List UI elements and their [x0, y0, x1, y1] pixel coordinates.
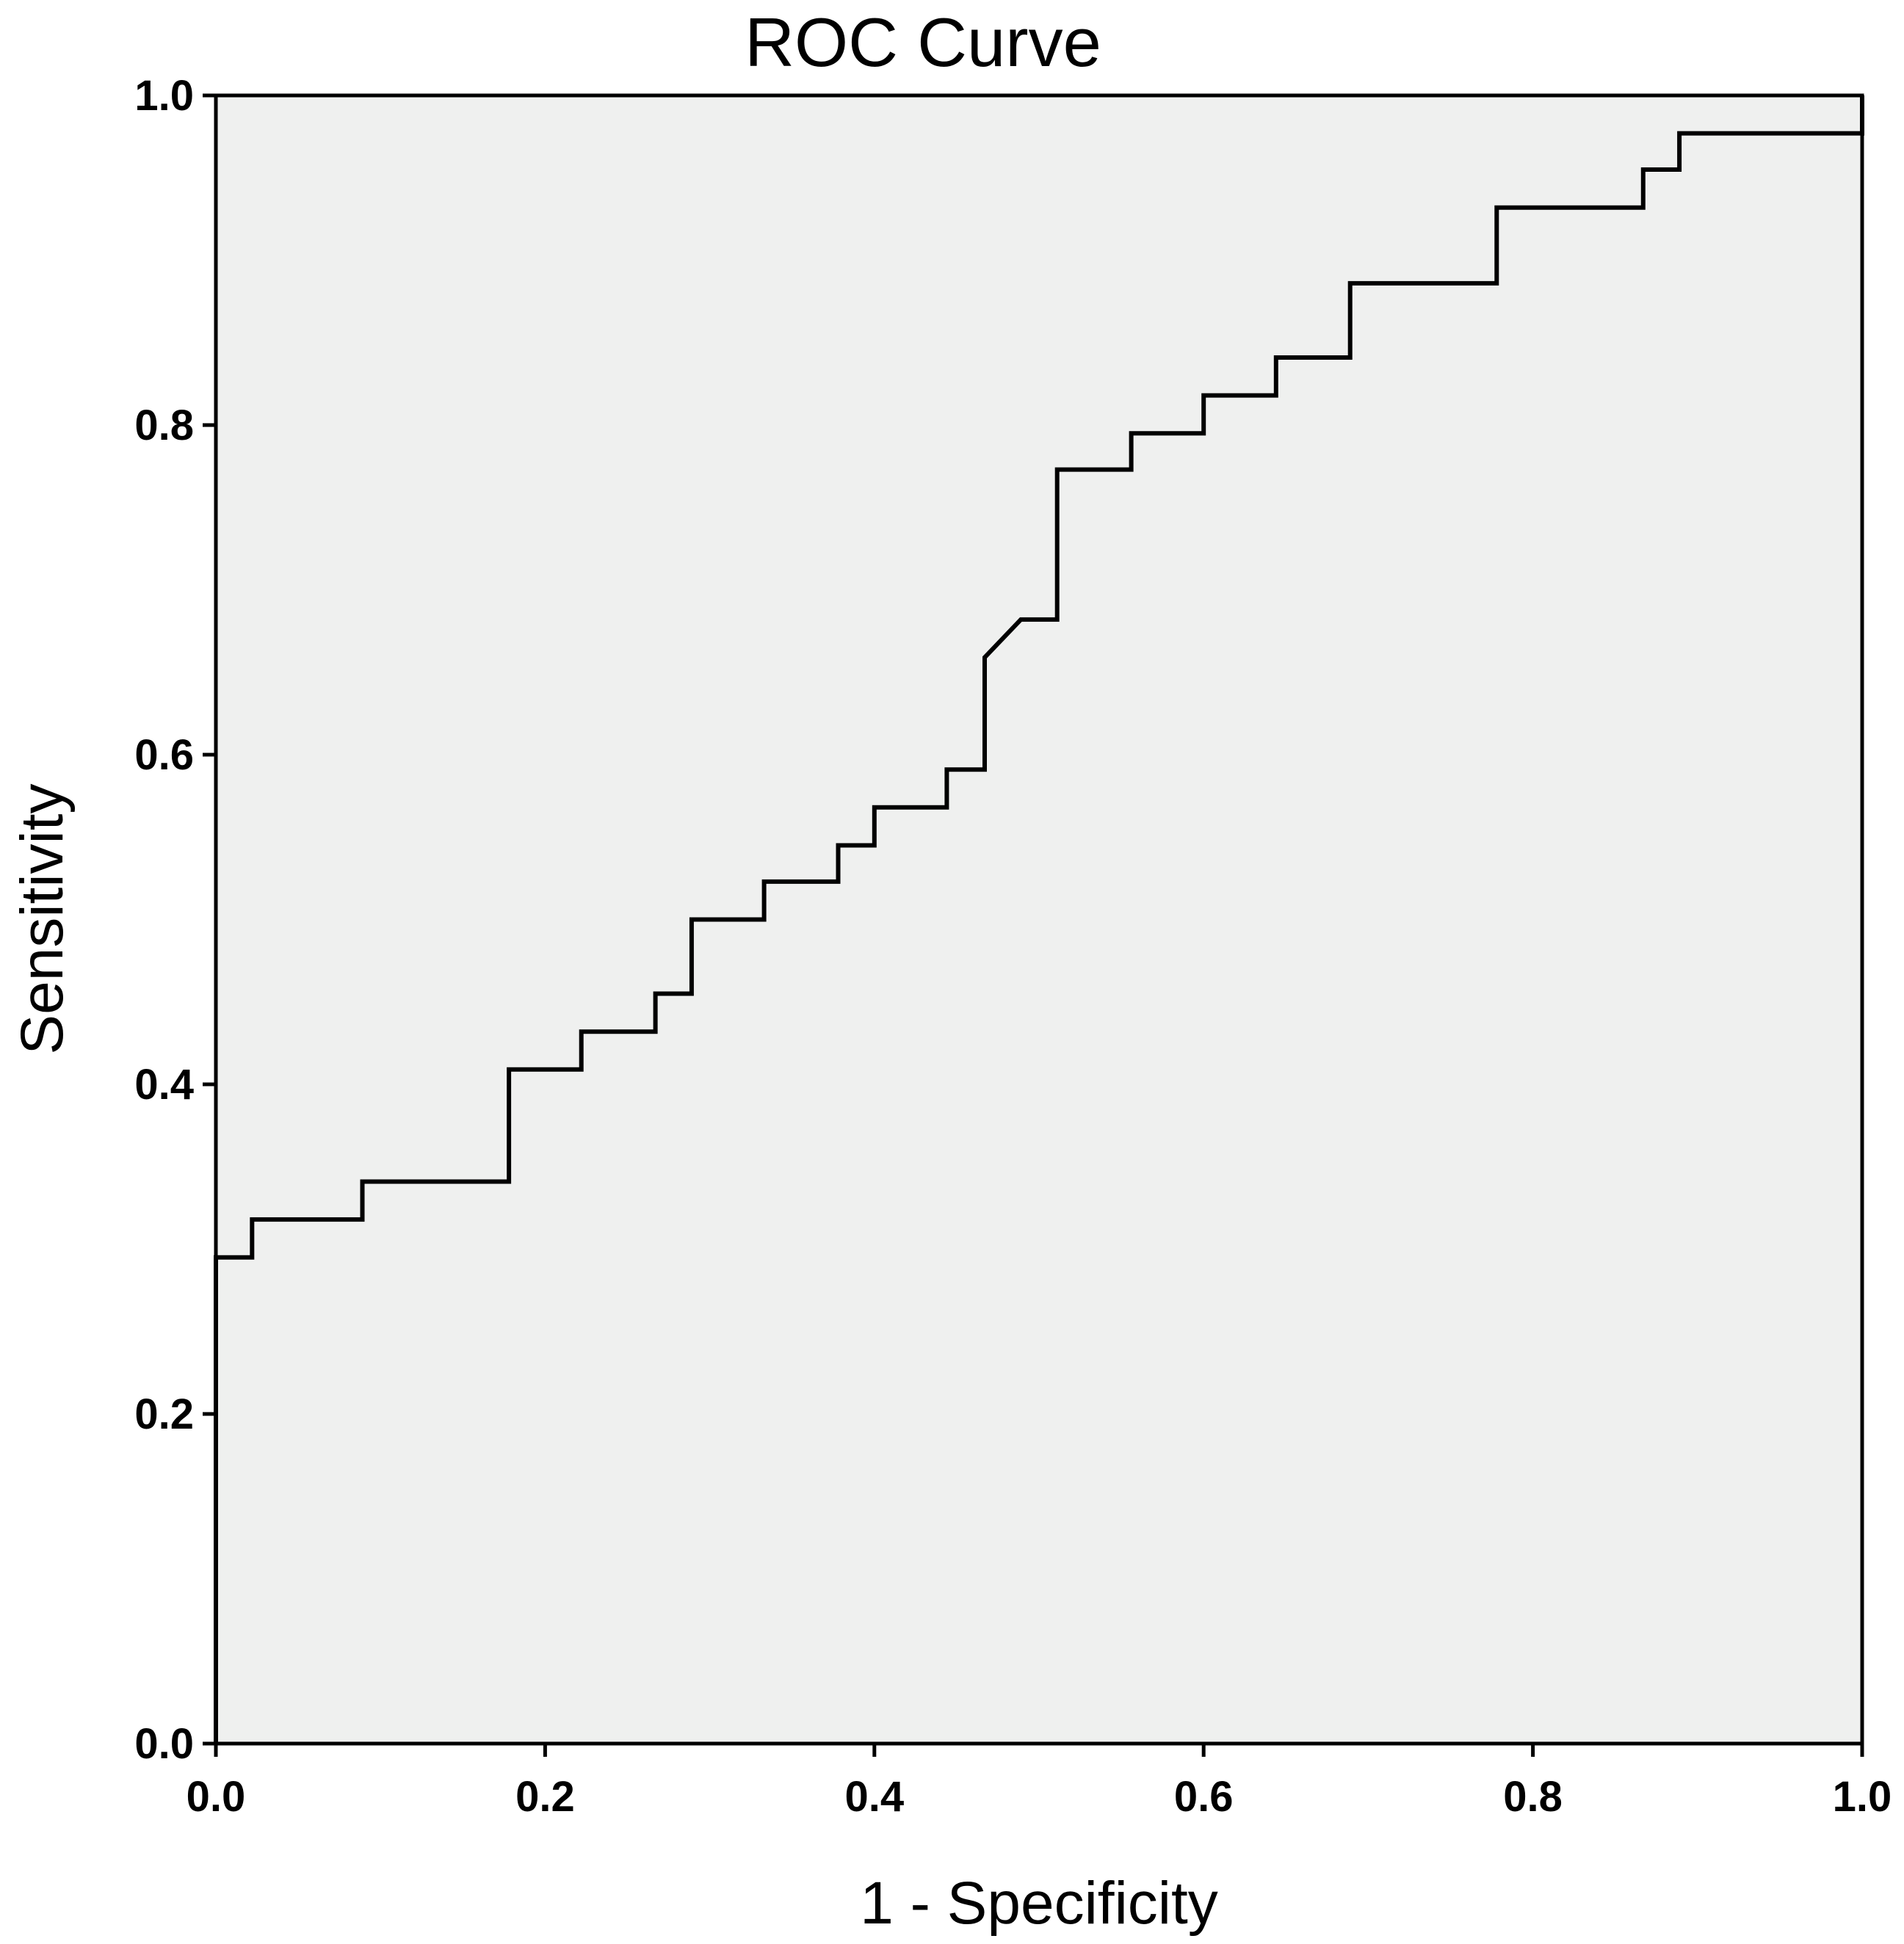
axis-ticks [203, 93, 1864, 1757]
y-tick-label: 0.6 [134, 731, 194, 779]
y-tick-label: 0.0 [134, 1720, 194, 1768]
x-tick-label: 0.8 [1503, 1773, 1563, 1821]
y-tick-label: 1.0 [134, 72, 194, 120]
y-tick-label: 0.8 [134, 402, 194, 449]
y-tick-label: 0.4 [134, 1061, 194, 1109]
axis-tick-labels: 0.0 0.2 0.4 0.6 0.8 1.0 0.0 0.2 0.4 0.6 0.8 1.0 [134, 72, 1892, 1821]
roc-curve-line [214, 95, 1864, 1744]
plot-area [214, 93, 1864, 1746]
x-tick-label: 0.6 [1174, 1773, 1234, 1821]
x-tick-label: 1.0 [1833, 1773, 1892, 1821]
y-axis-label: Sensitivity [9, 783, 76, 1054]
x-tick-label: 0.4 [844, 1773, 904, 1821]
y-tick-label: 0.2 [134, 1390, 194, 1438]
x-tick-label: 0.0 [187, 1773, 246, 1821]
x-tick-label: 0.2 [515, 1773, 575, 1821]
chart-title: ROC Curve [745, 4, 1101, 81]
x-axis-label: 1 - Specificity [860, 1870, 1218, 1937]
